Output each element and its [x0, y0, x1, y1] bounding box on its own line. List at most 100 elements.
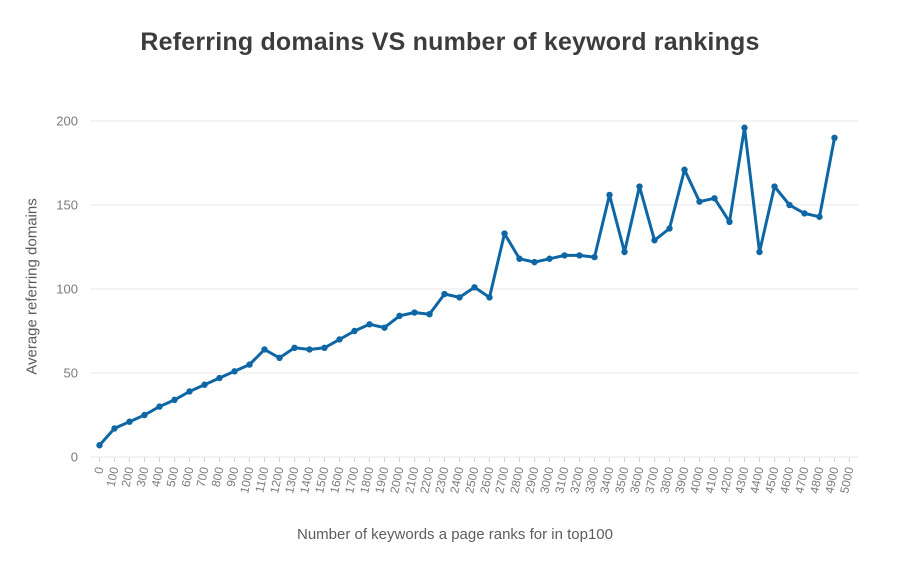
x-tick-label: 4300	[732, 465, 751, 494]
x-tick-label: 1300	[282, 465, 301, 494]
data-point-marker	[696, 198, 703, 205]
data-point-marker	[711, 195, 718, 202]
x-tick-label: 1000	[237, 465, 256, 494]
x-tick-label: 1500	[312, 465, 331, 494]
x-tick-label: 3700	[642, 465, 661, 494]
x-tick-label: 4500	[762, 465, 781, 494]
data-point-marker	[141, 411, 148, 419]
x-tick-label: 800	[209, 465, 227, 488]
x-tick-label: 600	[179, 465, 197, 488]
data-point-marker	[201, 381, 208, 388]
data-point-marker	[351, 327, 358, 335]
data-point-marker	[231, 368, 238, 375]
data-point-marker	[651, 237, 658, 244]
x-tick-label: 4000	[687, 465, 706, 494]
x-tick-label: 3500	[612, 465, 631, 494]
data-point-marker	[726, 218, 733, 225]
data-point-marker	[246, 361, 253, 368]
x-tick-label: 4700	[792, 465, 811, 494]
x-tick-label: 3200	[567, 465, 586, 494]
data-point-marker	[471, 284, 478, 291]
data-point-marker	[666, 225, 673, 232]
data-point-marker	[636, 183, 643, 190]
data-point-marker	[516, 255, 523, 262]
data-point-marker	[546, 255, 553, 262]
x-tick-label: 0	[91, 465, 106, 475]
data-point-marker	[306, 346, 313, 353]
x-tick-label: 3000	[537, 465, 556, 494]
x-tick-label: 3400	[597, 465, 616, 494]
data-point-marker	[291, 344, 298, 351]
y-tick-label: 0	[71, 450, 78, 465]
x-tick-label: 300	[134, 465, 152, 488]
data-point-marker	[276, 354, 283, 362]
data-point-marker	[426, 311, 433, 318]
data-point-marker	[171, 396, 178, 404]
x-tick-label: 100	[104, 465, 122, 488]
data-point-marker	[456, 294, 463, 301]
data-point-marker	[741, 124, 748, 131]
x-tick-label: 3300	[582, 465, 601, 494]
data-point-marker	[261, 346, 268, 353]
x-tick-label: 2600	[477, 465, 496, 494]
data-line	[98, 126, 836, 447]
y-axis-title: Average referring domains	[23, 198, 41, 375]
data-point-marker	[126, 418, 133, 425]
data-point-marker	[831, 134, 838, 141]
data-point-marker	[396, 312, 403, 320]
x-tick-label: 1400	[297, 465, 316, 494]
x-tick-label: 2300	[432, 465, 451, 494]
data-point-marker	[411, 309, 418, 316]
x-tick-label: 2900	[522, 465, 541, 494]
data-point-marker	[771, 183, 778, 190]
x-tick-label: 2100	[402, 465, 421, 494]
data-point-marker	[531, 258, 538, 266]
data-point-marker	[156, 403, 163, 410]
data-point-marker	[786, 201, 793, 209]
data-point-marker	[681, 166, 688, 173]
data-point-marker	[186, 388, 193, 395]
x-tick-label: 4900	[822, 465, 841, 494]
x-tick-label: 3600	[627, 465, 646, 494]
x-tick-label: 2200	[417, 465, 436, 494]
data-point-marker	[801, 210, 808, 217]
data-point-marker	[576, 252, 583, 259]
data-point-marker	[321, 344, 328, 351]
x-tick-label: 2800	[507, 465, 526, 494]
x-tick-label: 1600	[327, 465, 346, 494]
x-tick-label: 1800	[357, 465, 376, 494]
x-tick-label: 4100	[702, 465, 721, 494]
data-point-marker	[381, 324, 388, 331]
y-tick-label: 150	[56, 198, 78, 213]
x-tick-label: 700	[194, 465, 212, 488]
x-tick-label: 2000	[387, 465, 406, 494]
x-tick-label: 4400	[747, 465, 766, 494]
data-point-marker	[111, 425, 118, 432]
x-tick-label: 1700	[342, 465, 361, 494]
chart-title: Referring domains VS number of keyword r…	[140, 28, 760, 56]
data-point-marker	[96, 442, 103, 449]
x-tick-label: 900	[224, 465, 242, 488]
data-point-marker	[561, 252, 568, 259]
x-tick-label: 1200	[267, 465, 286, 494]
x-tick-label: 3900	[672, 465, 691, 494]
x-tick-label: 3800	[657, 465, 676, 494]
x-tick-label: 2700	[492, 465, 511, 494]
data-point-marker	[366, 321, 373, 328]
data-point-marker	[336, 336, 343, 343]
x-tick-label: 2500	[462, 465, 481, 494]
data-point-marker	[606, 191, 613, 199]
y-tick-label: 50	[64, 366, 78, 381]
x-tick-label: 4600	[777, 465, 796, 494]
data-point-marker	[486, 294, 493, 301]
x-tick-label: 4200	[717, 465, 736, 494]
data-point-marker	[501, 230, 508, 237]
data-point-marker	[816, 213, 823, 220]
data-point-marker	[441, 290, 448, 298]
x-tick-label: 1100	[252, 465, 271, 493]
data-point-marker	[621, 248, 628, 256]
data-point-marker	[591, 253, 598, 261]
x-tick-label: 5000	[837, 465, 856, 494]
